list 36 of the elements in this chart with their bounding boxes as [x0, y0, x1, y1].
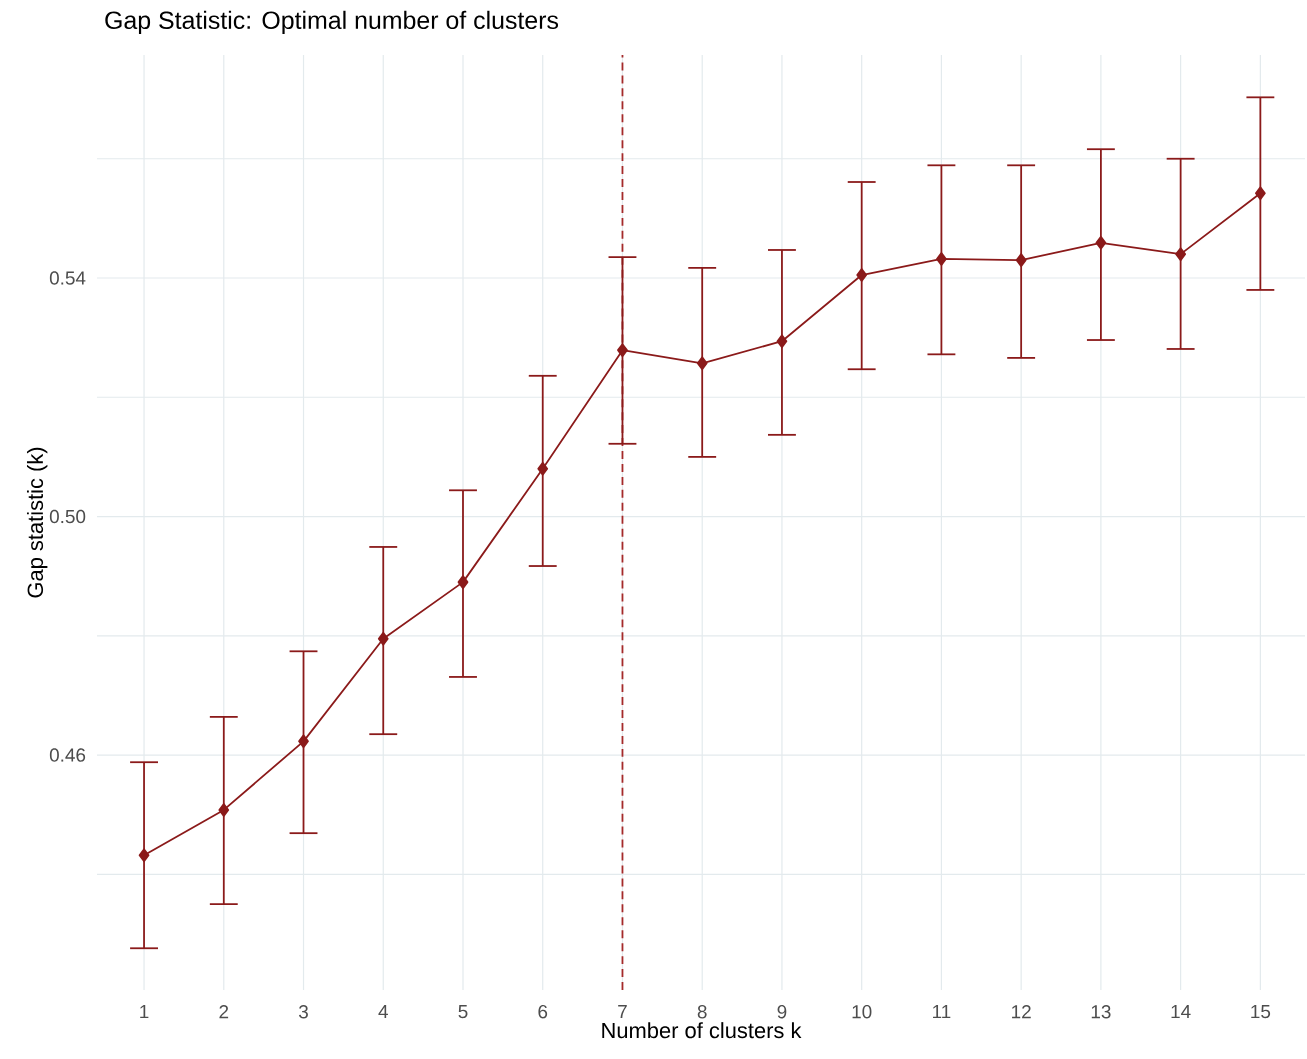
x-tick-label: 2	[219, 1005, 229, 1019]
point	[1095, 235, 1107, 250]
y-tick-label: 0.54	[49, 271, 86, 285]
point	[218, 803, 230, 817]
x-tick-label: 12	[1012, 1005, 1031, 1019]
x-tick-label: 6	[538, 1005, 548, 1019]
point	[537, 461, 549, 476]
point	[1254, 186, 1266, 201]
point	[936, 252, 947, 266]
point	[856, 268, 868, 282]
point	[138, 848, 150, 863]
x-tick-label: 5	[458, 1005, 468, 1019]
x-tick-label: 9	[777, 1005, 787, 1019]
point	[1015, 253, 1027, 267]
point	[457, 575, 469, 589]
x-tick-label: 15	[1251, 1005, 1271, 1019]
y-tick-label: 0.50	[49, 509, 86, 524]
x-tick-label: 1	[140, 1005, 149, 1019]
point	[776, 334, 788, 349]
x-tick-label: 4	[378, 1005, 388, 1019]
x-tick-label: 3	[298, 1005, 308, 1019]
x-axis-title: Number of clusters k	[602, 1022, 802, 1039]
point	[298, 734, 309, 749]
chart-title: Gap Statistic: Optimal number of clusters	[105, 10, 559, 34]
y-axis-title: Gap statistic (k)	[26, 447, 48, 598]
x-tick-label: 10	[852, 1005, 872, 1019]
point	[617, 343, 628, 358]
x-tick-label: 11	[933, 1005, 951, 1019]
point	[696, 356, 708, 371]
point	[1175, 247, 1187, 262]
point	[377, 631, 389, 646]
x-tick-label: 7	[618, 1005, 627, 1019]
x-tick-label: 14	[1171, 1005, 1191, 1019]
x-tick-label: 13	[1091, 1005, 1111, 1019]
x-tick-label: 8	[697, 1005, 707, 1019]
y-tick-label: 0.46	[49, 748, 86, 762]
